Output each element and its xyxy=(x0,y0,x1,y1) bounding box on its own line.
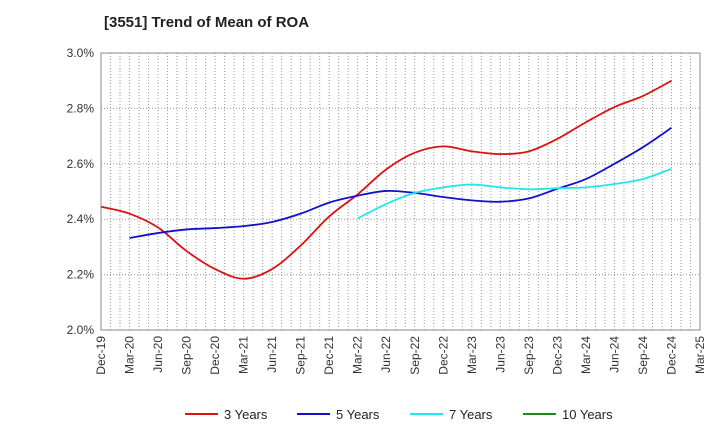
y-tick-label: 2.6% xyxy=(67,157,95,171)
x-tick-label: Sep-20 xyxy=(180,336,194,375)
legend-label: 10 Years xyxy=(562,407,613,422)
x-tick-label: Sep-23 xyxy=(522,336,536,375)
x-tick-label: Dec-19 xyxy=(94,336,108,375)
x-tick-label: Mar-24 xyxy=(579,336,593,374)
x-tick-label: Jun-24 xyxy=(607,336,621,373)
x-tick-label: Jun-20 xyxy=(151,336,165,373)
series-lines xyxy=(100,79,672,280)
x-tick-label: Dec-20 xyxy=(208,336,222,375)
legend-label: 3 Years xyxy=(224,407,268,422)
legend-label: 7 Years xyxy=(449,407,493,422)
x-tick-label: Mar-23 xyxy=(465,336,479,374)
chart-title: [3551] Trend of Mean of ROA xyxy=(104,14,310,31)
y-axis: 2.0% 2.2% 2.4% 2.6% 2.8% 3.0% xyxy=(67,46,95,337)
x-tick-label: Dec-22 xyxy=(436,336,450,375)
x-tick-label: Dec-21 xyxy=(322,336,336,375)
legend: 3 Years 5 Years 7 Years 10 Years xyxy=(185,407,613,422)
x-tick-label: Mar-25 xyxy=(693,336,707,374)
x-tick-label: Jun-22 xyxy=(379,336,393,373)
x-tick-label: Jun-21 xyxy=(265,336,279,373)
y-tick-label: 3.0% xyxy=(67,46,95,60)
series-line-5-years xyxy=(129,127,672,239)
y-tick-label: 2.2% xyxy=(67,268,95,282)
x-tick-label: Mar-20 xyxy=(123,336,137,374)
x-axis: Dec-19 Mar-20 Jun-20 Sep-20 Dec-20 Mar-21 Jun-… xyxy=(94,336,707,375)
x-tick-label: Mar-22 xyxy=(351,336,365,374)
plot-frame xyxy=(100,52,701,331)
x-tick-label: Sep-22 xyxy=(408,336,422,375)
x-tick-label: Mar-21 xyxy=(237,336,251,374)
x-tick-label: Dec-23 xyxy=(550,336,564,375)
y-tick-label: 2.4% xyxy=(67,212,95,226)
series-line-7-years xyxy=(357,167,672,220)
x-tick-label: Jun-23 xyxy=(493,336,507,373)
x-tick-label: Sep-21 xyxy=(294,336,308,375)
y-tick-label: 2.0% xyxy=(67,323,95,337)
legend-label: 5 Years xyxy=(336,407,380,422)
series-line-3-years xyxy=(100,79,672,280)
y-tick-label: 2.8% xyxy=(67,101,95,115)
x-tick-label: Sep-24 xyxy=(636,336,650,375)
x-tick-label: Dec-24 xyxy=(664,336,678,375)
